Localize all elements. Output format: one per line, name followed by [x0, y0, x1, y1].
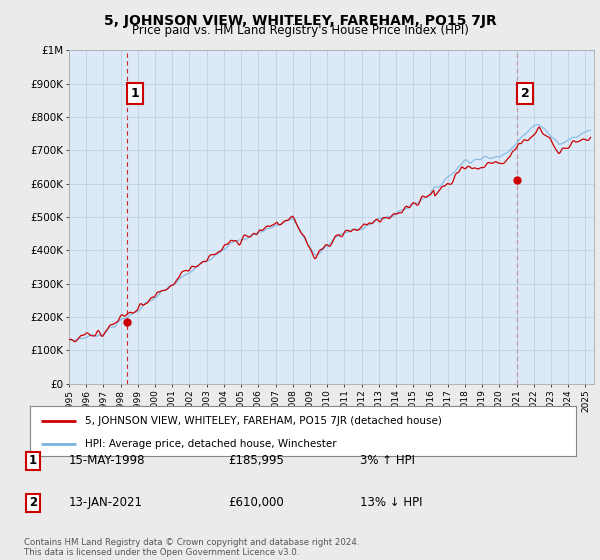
Text: Price paid vs. HM Land Registry's House Price Index (HPI): Price paid vs. HM Land Registry's House …: [131, 24, 469, 37]
Text: 2: 2: [521, 87, 529, 100]
Text: £610,000: £610,000: [228, 496, 284, 510]
Text: 13-JAN-2021: 13-JAN-2021: [69, 496, 143, 510]
Text: £185,995: £185,995: [228, 454, 284, 468]
Text: HPI: Average price, detached house, Winchester: HPI: Average price, detached house, Winc…: [85, 439, 336, 449]
Text: 2: 2: [29, 496, 37, 510]
Text: 5, JOHNSON VIEW, WHITELEY, FAREHAM, PO15 7JR: 5, JOHNSON VIEW, WHITELEY, FAREHAM, PO15…: [104, 14, 496, 28]
Text: 5, JOHNSON VIEW, WHITELEY, FAREHAM, PO15 7JR (detached house): 5, JOHNSON VIEW, WHITELEY, FAREHAM, PO15…: [85, 416, 442, 426]
Text: 1: 1: [130, 87, 139, 100]
Text: 3% ↑ HPI: 3% ↑ HPI: [360, 454, 415, 468]
Text: 1: 1: [29, 454, 37, 468]
Text: Contains HM Land Registry data © Crown copyright and database right 2024.
This d: Contains HM Land Registry data © Crown c…: [24, 538, 359, 557]
Text: 15-MAY-1998: 15-MAY-1998: [69, 454, 146, 468]
Text: 13% ↓ HPI: 13% ↓ HPI: [360, 496, 422, 510]
